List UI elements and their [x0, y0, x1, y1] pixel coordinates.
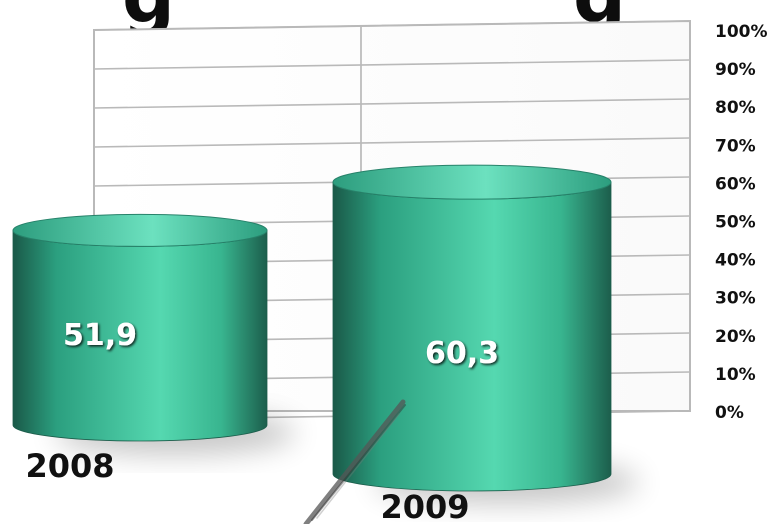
y-tick-label-70: 70% [715, 136, 756, 156]
bar-body-0 [12, 230, 268, 442]
bar-top-0 [12, 213, 268, 247]
bar-value-label-1: 60,3 [425, 336, 499, 371]
category-label-0: 2008 [25, 447, 114, 485]
bar-value-label-0: 51,9 [63, 318, 137, 353]
gridline-100 [93, 20, 691, 31]
y-tick-label-10: 10% [715, 365, 756, 385]
marker-scribble [303, 399, 406, 524]
bar-top-1 [332, 164, 612, 200]
y-axis-ticks: 0% 10% 20% 30% 40% 50% 60% 70% 80% 90% 100% [715, 22, 768, 423]
category-label-1: 2009 [380, 488, 469, 524]
y-tick-label-60: 60% [715, 174, 756, 194]
y-tick-label-40: 40% [715, 251, 756, 271]
bar-labels: 51,9 2008 60,3 2009 [25, 318, 499, 524]
bar-2009 [332, 164, 612, 492]
y-tick-label-90: 90% [715, 60, 756, 80]
gridline-90 [93, 59, 691, 70]
bar-2008 [12, 213, 268, 442]
y-tick-label-30: 30% [715, 289, 756, 309]
bars [12, 164, 640, 504]
y-tick-label-0: 0% [715, 403, 744, 423]
y-tick-label-50: 50% [715, 213, 756, 233]
y-tick-label-100: 100% [715, 22, 768, 42]
y-tick-label-80: 80% [715, 98, 756, 118]
gridline-80 [93, 98, 691, 109]
gridline-70 [93, 137, 691, 148]
y-tick-label-20: 20% [715, 327, 756, 347]
